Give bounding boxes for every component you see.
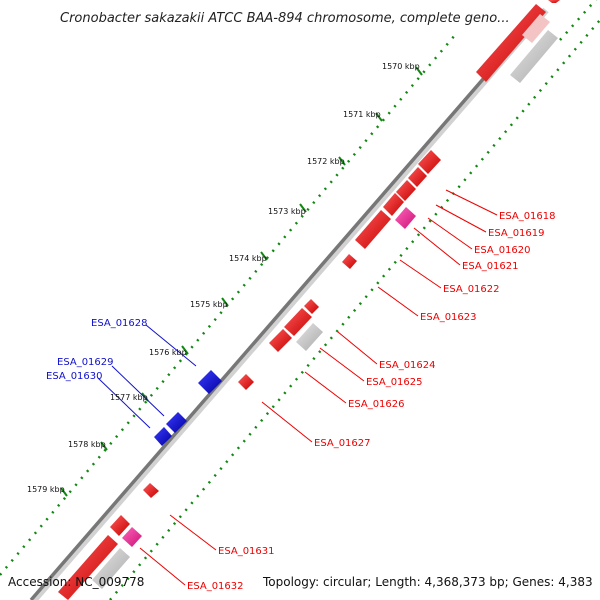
gene-label-esa-01620[interactable]: ESA_01620 [474, 245, 531, 256]
gene-label-esa-01628[interactable]: ESA_01628 [91, 318, 148, 329]
ruler-tick [221, 297, 229, 307]
gene-arrow-rna[interactable] [122, 527, 142, 547]
backbone [29, 8, 545, 600]
ruler-tick [338, 156, 346, 166]
gene-arrow-forward[interactable] [408, 167, 427, 187]
gene-label-esa-01623[interactable]: ESA_01623 [420, 312, 477, 323]
gene-labels-right: ESA_01618 ESA_01619 ESA_01620 ESA_01621 … [187, 211, 556, 592]
gene-arrow-forward[interactable] [143, 483, 159, 498]
ruler-label: 1573 kbp [268, 207, 306, 216]
corner-dotted-guide [559, 0, 598, 41]
gene-arrow-forward[interactable] [284, 308, 312, 336]
gene-features [58, 0, 560, 600]
gene-labels-left: ESA_01628 ESA_01629 ESA_01630 [46, 318, 148, 382]
gene-label-esa-01618[interactable]: ESA_01618 [499, 211, 556, 222]
gene-label-esa-01629[interactable]: ESA_01629 [57, 357, 114, 368]
inner-dotted-guide [109, 19, 600, 600]
gene-label-esa-01632[interactable]: ESA_01632 [187, 581, 244, 592]
label-leaders [97, 189, 498, 586]
gene-arrow-forward[interactable] [548, 0, 560, 3]
gene-label-esa-01619[interactable]: ESA_01619 [488, 228, 545, 239]
gene-arrow-reverse[interactable] [198, 370, 222, 394]
sequence-title: Cronobacter sakazakii ATCC BAA-894 chrom… [60, 11, 510, 26]
gene-label-esa-01622[interactable]: ESA_01622 [443, 284, 500, 295]
ruler-label: 1575 kbp [190, 300, 228, 309]
ruler-ticks [60, 66, 423, 497]
backbone-shadow [31, 7, 549, 600]
ruler-tick [415, 66, 423, 76]
ruler-label: 1579 kbp [27, 485, 65, 494]
ruler-label: 1572 kbp [307, 157, 345, 166]
gene-arrow-forward[interactable] [342, 254, 357, 269]
topology-text: Topology: circular; Length: 4,368,373 bp… [262, 575, 593, 589]
gene-arrow-reverse[interactable] [166, 412, 187, 433]
gene-label-esa-01631[interactable]: ESA_01631 [218, 546, 275, 557]
gene-arrow-forward[interactable] [383, 193, 404, 216]
gene-label-esa-01626[interactable]: ESA_01626 [348, 399, 405, 410]
gene-arrow-rna[interactable] [395, 207, 416, 229]
ruler-tick [100, 441, 108, 451]
gene-arrow-forward[interactable] [110, 515, 130, 536]
gene-label-esa-01627[interactable]: ESA_01627 [314, 438, 371, 449]
gene-arrow-forward[interactable] [418, 150, 441, 174]
gene-label-esa-01624[interactable]: ESA_01624 [379, 360, 436, 371]
gene-arrow-reverse[interactable] [154, 427, 172, 446]
ruler-label: 1570 kbp [382, 62, 420, 71]
ruler-tick [260, 251, 268, 261]
ruler-label: 1574 kbp [229, 254, 267, 263]
accession-text: Accession: NC_009778 [8, 575, 144, 589]
gene-arrow-forward[interactable] [58, 535, 118, 600]
gene-label-esa-01621[interactable]: ESA_01621 [462, 261, 519, 272]
gene-label-esa-01630[interactable]: ESA_01630 [46, 371, 103, 382]
outer-dotted-guide [0, 34, 456, 576]
ruler-label: 1577 kbp [110, 393, 148, 402]
ruler-tick [299, 203, 307, 213]
gene-arrow-forward[interactable] [238, 374, 254, 390]
gene-label-esa-01625[interactable]: ESA_01625 [366, 377, 423, 388]
ruler-tick [60, 487, 68, 497]
gene-arrow-pseudo[interactable] [296, 323, 323, 351]
gene-arrow-forward[interactable] [476, 4, 546, 82]
gene-arrow-forward[interactable] [396, 180, 416, 201]
ruler-tick [181, 345, 189, 355]
gene-arrow-pseudo[interactable] [92, 548, 130, 589]
ruler-label: 1571 kbp [343, 110, 381, 119]
gene-arrow-forward[interactable] [304, 299, 319, 314]
ruler-label: 1576 kbp [149, 348, 187, 357]
ruler-tick [375, 112, 383, 122]
gene-arrow-pseudo[interactable] [510, 30, 558, 83]
ruler-labels: 1570 kbp 1571 kbp 1572 kbp 1573 kbp 1574… [27, 62, 420, 494]
gene-arrow-pseudo-light[interactable] [522, 14, 550, 43]
gene-arrow-forward[interactable] [269, 329, 292, 352]
ruler-label: 1578 kbp [68, 440, 106, 449]
gene-arrow-forward[interactable] [355, 210, 391, 249]
